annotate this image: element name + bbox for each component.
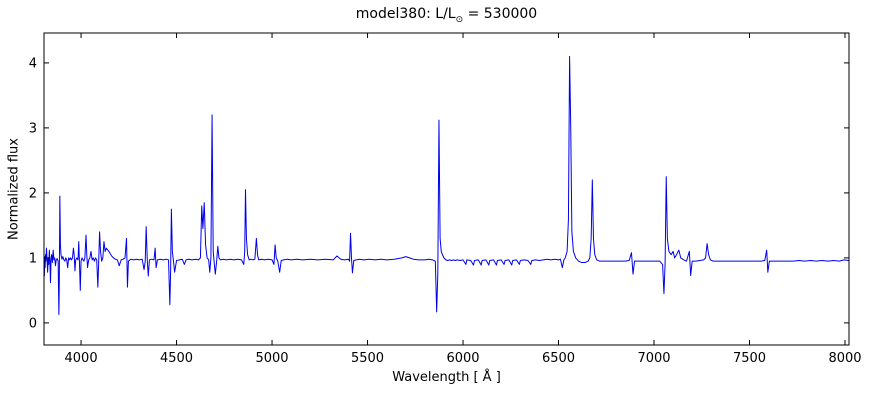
x-tick-label: 6000 [446, 351, 479, 366]
plot-frame [43, 32, 850, 346]
y-tick-label: 2 [29, 186, 37, 201]
x-tick-label: 4000 [65, 351, 98, 366]
x-tick-label: 8000 [828, 351, 861, 366]
x-axis-label: Wavelength [ Å ] [392, 370, 501, 385]
y-tick-label: 3 [29, 121, 37, 136]
chart-title: model380: L/L⊙ = 530000 [44, 6, 849, 25]
x-tick-label: 5500 [351, 351, 384, 366]
x-tick-label: 7500 [733, 351, 766, 366]
y-tick-label: 4 [29, 56, 37, 71]
chart-title-prefix: model380: L/L [355, 6, 456, 22]
y-tick-label: 1 [29, 251, 37, 266]
x-tick-label: 4500 [160, 351, 193, 366]
chart-title-suffix: = 530000 [463, 6, 538, 22]
y-tick-label: 0 [29, 316, 37, 331]
spectrum-line [43, 55, 849, 315]
sun-symbol: ⊙ [455, 14, 464, 25]
x-tick-label: 5000 [255, 351, 288, 366]
x-tick-label: 6500 [542, 351, 575, 366]
x-tick-label: 7000 [637, 351, 670, 366]
